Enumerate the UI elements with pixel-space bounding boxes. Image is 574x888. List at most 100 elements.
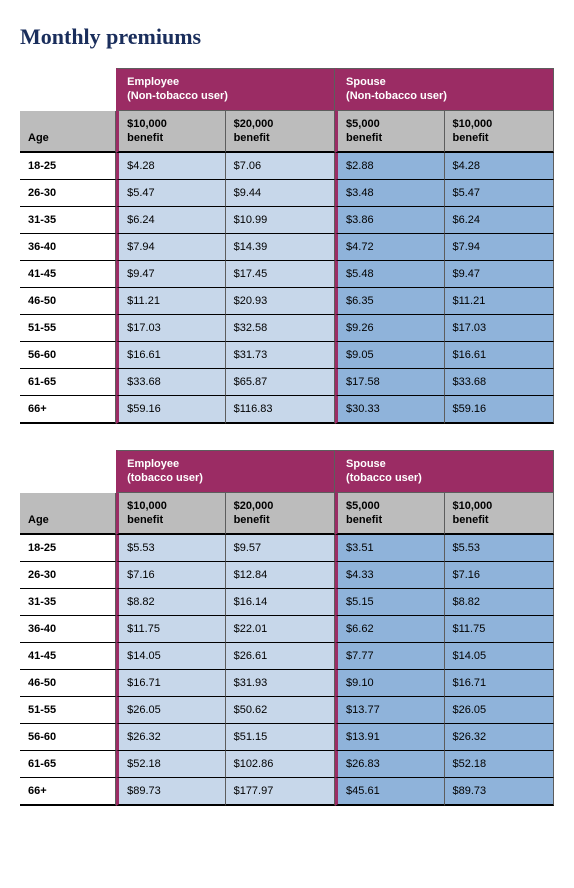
value-cell: $11.75 bbox=[116, 616, 225, 643]
value-cell: $50.62 bbox=[226, 697, 335, 724]
benefit-sub: benefit bbox=[127, 132, 163, 144]
value-cell: $8.82 bbox=[445, 589, 554, 616]
value-cell: $26.32 bbox=[445, 724, 554, 751]
table-row: 56-60$16.61$31.73$9.05$16.61 bbox=[20, 342, 554, 369]
age-cell: 56-60 bbox=[20, 342, 116, 369]
table-row: 66+$89.73$177.97$45.61$89.73 bbox=[20, 778, 554, 806]
value-cell: $14.05 bbox=[445, 643, 554, 670]
value-cell: $5.15 bbox=[335, 589, 444, 616]
age-cell: 51-55 bbox=[20, 315, 116, 342]
value-cell: $5.53 bbox=[116, 535, 225, 562]
age-cell: 26-30 bbox=[20, 180, 116, 207]
value-cell: $31.93 bbox=[226, 670, 335, 697]
value-cell: $12.84 bbox=[226, 562, 335, 589]
value-cell: $89.73 bbox=[445, 778, 554, 806]
tables-container: Employee(Non-tobacco user) Spouse (Non-tob… bbox=[20, 68, 554, 806]
value-cell: $4.33 bbox=[335, 562, 444, 589]
age-cell: 41-45 bbox=[20, 261, 116, 288]
value-cell: $7.06 bbox=[226, 153, 335, 180]
value-cell: $30.33 bbox=[335, 396, 444, 424]
table-row: 18-25$5.53$9.57$3.51$5.53 bbox=[20, 535, 554, 562]
value-cell: $9.44 bbox=[226, 180, 335, 207]
value-cell: $3.51 bbox=[335, 535, 444, 562]
value-cell: $3.48 bbox=[335, 180, 444, 207]
age-cell: 18-25 bbox=[20, 535, 116, 562]
value-cell: $31.73 bbox=[226, 342, 335, 369]
group2-line1: Spouse bbox=[346, 76, 386, 88]
table-row: 41-45$9.47$17.45$5.48$9.47 bbox=[20, 261, 554, 288]
value-cell: $16.61 bbox=[445, 342, 554, 369]
value-cell: $13.77 bbox=[335, 697, 444, 724]
value-cell: $6.35 bbox=[335, 288, 444, 315]
table-row: 51-55$26.05$50.62$13.77$26.05 bbox=[20, 697, 554, 724]
premiums-table-0: Employee(Non-tobacco user) Spouse (Non-tob… bbox=[20, 68, 554, 424]
benefit-header-1: $10,000 benefit bbox=[116, 493, 225, 536]
age-cell: 36-40 bbox=[20, 616, 116, 643]
value-cell: $102.86 bbox=[226, 751, 335, 778]
value-cell: $14.05 bbox=[116, 643, 225, 670]
value-cell: $52.18 bbox=[116, 751, 225, 778]
age-cell: 46-50 bbox=[20, 670, 116, 697]
group2-line2: (Non-tobacco user) bbox=[346, 90, 447, 102]
table-row: 36-40$7.94$14.39$4.72$7.94 bbox=[20, 234, 554, 261]
benefit-sub: benefit bbox=[234, 132, 270, 144]
benefit-sub: benefit bbox=[346, 514, 382, 526]
value-cell: $17.03 bbox=[116, 315, 225, 342]
value-cell: $5.48 bbox=[335, 261, 444, 288]
benefit-amount: $10,000 bbox=[453, 500, 493, 512]
table-row: 66+$59.16$116.83$30.33$59.16 bbox=[20, 396, 554, 424]
value-cell: $10.99 bbox=[226, 207, 335, 234]
group-header-employee: Employee(Non-tobacco user) bbox=[116, 68, 335, 111]
value-cell: $26.61 bbox=[226, 643, 335, 670]
value-cell: $33.68 bbox=[445, 369, 554, 396]
value-cell: $9.47 bbox=[445, 261, 554, 288]
value-cell: $11.75 bbox=[445, 616, 554, 643]
value-cell: $13.91 bbox=[335, 724, 444, 751]
benefit-amount: $20,000 bbox=[234, 118, 274, 130]
value-cell: $11.21 bbox=[116, 288, 225, 315]
benefit-sub: benefit bbox=[346, 132, 382, 144]
table-row: 46-50$16.71$31.93$9.10$16.71 bbox=[20, 670, 554, 697]
value-cell: $26.83 bbox=[335, 751, 444, 778]
value-cell: $26.32 bbox=[116, 724, 225, 751]
table-row: 31-35$8.82$16.14$5.15$8.82 bbox=[20, 589, 554, 616]
value-cell: $7.77 bbox=[335, 643, 444, 670]
table-row: 61-65$52.18$102.86$26.83$52.18 bbox=[20, 751, 554, 778]
benefit-amount: $5,000 bbox=[346, 500, 380, 512]
age-cell: 26-30 bbox=[20, 562, 116, 589]
group-header-spouse: Spouse (Non-tobacco user) bbox=[335, 68, 554, 111]
premiums-table-1: Employee(tobacco user) Spouse (tobacco use… bbox=[20, 450, 554, 806]
value-cell: $7.16 bbox=[445, 562, 554, 589]
group-header-employee: Employee(tobacco user) bbox=[116, 450, 335, 493]
table-row: 31-35$6.24$10.99$3.86$6.24 bbox=[20, 207, 554, 234]
value-cell: $3.86 bbox=[335, 207, 444, 234]
value-cell: $22.01 bbox=[226, 616, 335, 643]
value-cell: $26.05 bbox=[445, 697, 554, 724]
value-cell: $5.53 bbox=[445, 535, 554, 562]
table-row: 51-55$17.03$32.58$9.26$17.03 bbox=[20, 315, 554, 342]
table-row: 26-30$7.16$12.84$4.33$7.16 bbox=[20, 562, 554, 589]
benefit-amount: $10,000 bbox=[453, 118, 493, 130]
value-cell: $177.97 bbox=[226, 778, 335, 806]
value-cell: $59.16 bbox=[116, 396, 225, 424]
value-cell: $65.87 bbox=[226, 369, 335, 396]
benefit-sub: benefit bbox=[127, 514, 163, 526]
table-row: 61-65$33.68$65.87$17.58$33.68 bbox=[20, 369, 554, 396]
age-cell: 36-40 bbox=[20, 234, 116, 261]
group1-line2: (tobacco user) bbox=[127, 472, 203, 484]
benefit-amount: $10,000 bbox=[127, 500, 167, 512]
value-cell: $16.71 bbox=[116, 670, 225, 697]
value-cell: $7.16 bbox=[116, 562, 225, 589]
table-row: 26-30$5.47$9.44$3.48$5.47 bbox=[20, 180, 554, 207]
age-cell: 31-35 bbox=[20, 589, 116, 616]
blank-header bbox=[20, 68, 116, 111]
value-cell: $11.21 bbox=[445, 288, 554, 315]
group2-line1: Spouse bbox=[346, 458, 386, 470]
value-cell: $6.24 bbox=[445, 207, 554, 234]
age-header: Age bbox=[20, 493, 116, 536]
value-cell: $8.82 bbox=[116, 589, 225, 616]
value-cell: $7.94 bbox=[116, 234, 225, 261]
value-cell: $52.18 bbox=[445, 751, 554, 778]
table-row: 36-40$11.75$22.01$6.62$11.75 bbox=[20, 616, 554, 643]
value-cell: $14.39 bbox=[226, 234, 335, 261]
